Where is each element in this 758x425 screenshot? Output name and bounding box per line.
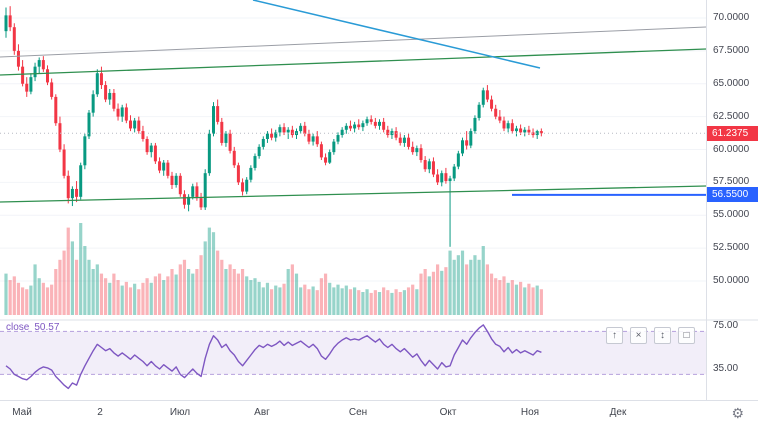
time-tick: Июл: [169, 407, 191, 418]
price-tick: 62.5000: [713, 110, 750, 122]
pane-controls: ↑ × ↕ □: [606, 327, 695, 344]
price-tick: 55.0000: [713, 209, 750, 221]
time-tick: Ноя: [520, 407, 540, 418]
last-price-value: 61.2375: [712, 127, 749, 139]
arrow-up-icon: ↑: [612, 330, 617, 341]
price-tick: 52.5000: [713, 242, 750, 254]
indicator-tick: 35.00: [713, 363, 739, 374]
price-axis[interactable]: 61.2375 56.5500 70.0000 67.5000 65.0000 62.…: [706, 0, 758, 400]
indicator-legend: close 50.57: [6, 322, 59, 333]
collapse-pane-button[interactable]: ↕: [654, 327, 671, 344]
time-axis[interactable]: ⚙ Май 2 Июл Авг Сен Окт Ноя Дек: [0, 400, 758, 425]
indicator-legend-label: close: [6, 322, 30, 333]
collapse-icon: ↕: [660, 330, 665, 341]
time-tick: Авг: [254, 407, 270, 418]
price-level-value: 56.5500: [712, 189, 749, 201]
time-tick: Май: [12, 407, 32, 418]
maximize-icon: □: [683, 330, 690, 341]
settings-gear-icon[interactable]: ⚙: [731, 405, 744, 421]
close-icon: ×: [635, 330, 642, 341]
indicator-legend-value: 50.57: [34, 322, 60, 333]
time-tick: 2: [97, 407, 103, 418]
price-tick: 67.5000: [713, 44, 750, 56]
price-tick: 70.0000: [713, 12, 750, 23]
time-tick: Сен: [348, 407, 368, 418]
maximize-pane-button[interactable]: □: [678, 327, 695, 344]
time-tick: Окт: [439, 407, 457, 418]
last-price-badge: 61.2375: [707, 125, 758, 141]
close-pane-button[interactable]: ×: [630, 327, 647, 344]
price-level-badge: 56.5500: [707, 187, 758, 203]
price-tick: 57.5000: [713, 176, 750, 188]
move-pane-up-button[interactable]: ↑: [606, 327, 623, 344]
price-tick: 60.0000: [713, 143, 750, 155]
price-tick: 65.0000: [713, 77, 750, 89]
time-tick: Дек: [609, 407, 627, 418]
price-tick: 50.0000: [713, 275, 750, 286]
indicator-tick: 75.00: [713, 320, 739, 331]
